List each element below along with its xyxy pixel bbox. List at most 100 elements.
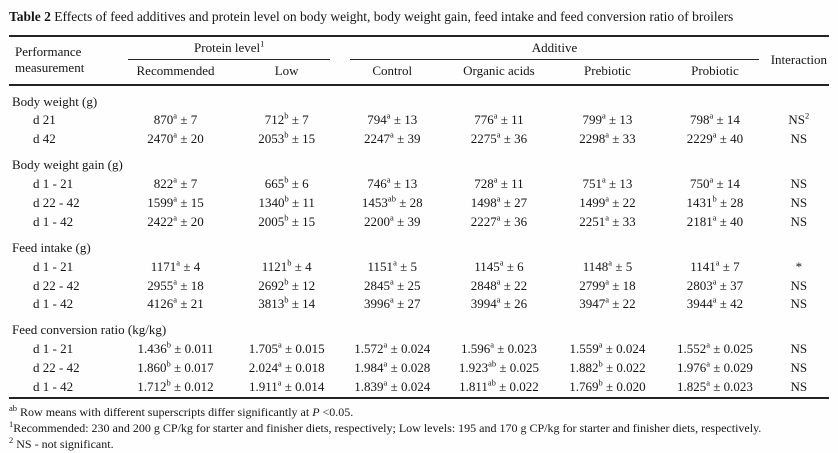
- standard-error: ± 36: [503, 213, 528, 229]
- section-row: Feed conversion ratio (kg/kg): [9, 314, 829, 340]
- standard-error: ± 0.024: [390, 341, 431, 357]
- standard-error: ± 6: [506, 258, 524, 274]
- significance-superscript: a: [493, 174, 498, 185]
- subcolumn-header-row: Recommended Low Control Organic acids Pr…: [9, 59, 829, 86]
- value-cell: 2229a ± 40: [661, 130, 768, 149]
- value-cell: 665b ± 6: [233, 175, 340, 194]
- standard-error: ± 5: [615, 258, 633, 274]
- significance-superscript: a: [712, 130, 717, 140]
- standard-error: ± 39: [397, 131, 421, 147]
- value-cell: 1.712b ± 0.012: [118, 378, 233, 398]
- footnote-superscript: ab: [9, 402, 18, 413]
- mean-value: 1.811: [459, 379, 488, 395]
- footnote-ns: 2 NS - not significant.: [9, 434, 829, 453]
- column-group-protein-level: Protein level1: [118, 36, 340, 60]
- value-cell: 3947a ± 22: [554, 295, 661, 314]
- value-cell: 3996a ± 27: [340, 295, 444, 314]
- significance-superscript: a: [173, 130, 178, 140]
- value-cell: 3813b ± 14: [233, 295, 340, 314]
- significance-superscript: a: [602, 111, 606, 122]
- significance-superscript: b: [284, 130, 289, 140]
- column-group-additive: Additive: [340, 36, 768, 60]
- value-cell: 2.024a ± 0.018: [233, 359, 340, 378]
- standard-error: ± 27: [397, 296, 421, 312]
- standard-error: ± 6: [291, 176, 309, 192]
- standard-error: ± 11: [500, 176, 524, 192]
- significance-superscript: ab: [387, 193, 396, 204]
- standard-error: ± 7: [722, 258, 740, 274]
- mean-value: 712: [264, 112, 285, 128]
- standard-error: ± 0.023: [497, 341, 537, 357]
- value-cell: 2251a ± 33: [554, 213, 661, 232]
- mean-value: 1.552: [676, 341, 707, 357]
- standard-error: ± 15: [180, 195, 204, 210]
- standard-error: ± 4: [183, 258, 201, 274]
- column-header-control: Control: [340, 59, 445, 86]
- value-cell: 1.705a ± 0.015: [233, 340, 340, 359]
- mean-value: 1145: [474, 258, 500, 274]
- interaction-cell: NS: [769, 378, 829, 398]
- value-cell: 2803a ± 37: [661, 277, 768, 296]
- value-cell: 2955a ± 18: [118, 277, 233, 296]
- significance-superscript: a: [173, 295, 178, 306]
- mean-value: 776: [474, 112, 494, 128]
- interaction-cell: NS2: [769, 111, 829, 130]
- standard-error: ± 22: [612, 296, 636, 312]
- section-label: Feed intake (g): [12, 239, 91, 255]
- footnote-superscript: 2: [9, 434, 14, 445]
- significance-superscript: a: [706, 358, 711, 369]
- standard-error: ± 15: [291, 131, 316, 147]
- row-label: d 22 - 42: [33, 195, 80, 210]
- mean-value: 2298: [579, 131, 606, 147]
- significance-superscript: a: [493, 111, 498, 122]
- significance-superscript: b: [712, 193, 717, 204]
- standard-error: ± 37: [719, 277, 744, 293]
- footnote-protein-levels: 1Recommended: 230 and 200 g CP/kg for st…: [9, 420, 829, 437]
- footnote-text: <0.05.: [319, 404, 354, 419]
- significance-superscript: b: [166, 358, 171, 369]
- table-row: d 1 - 21 1.436b ± 0.011 1.705a ± 0.015 1.57…: [9, 340, 829, 359]
- standard-error: ± 40: [719, 131, 744, 147]
- value-cell: 794a ± 13: [340, 111, 444, 130]
- mean-value: 2470: [147, 131, 174, 147]
- value-cell: 2422a ± 20: [118, 213, 233, 232]
- mean-value: 822: [153, 176, 174, 192]
- mean-value: 1.436: [137, 341, 167, 357]
- value-cell: 746a ± 13: [340, 175, 444, 194]
- significance-superscript: b: [166, 377, 171, 388]
- significance-superscript: a: [712, 295, 717, 306]
- footnote-significance: ab Row means with different superscripts…: [9, 402, 829, 421]
- value-cell: 1340b ± 11: [233, 194, 340, 213]
- section-label: Feed conversion ratio (kg/kg): [12, 322, 167, 338]
- interaction-value: NS: [788, 112, 806, 128]
- standard-error: ± 22: [612, 195, 636, 210]
- standard-error: ± 33: [612, 131, 636, 147]
- value-cell: 1.984a ± 0.028: [340, 359, 444, 378]
- standard-error: ± 14: [291, 296, 316, 312]
- table-caption: Table 2 Effects of feed additives and pr…: [9, 8, 829, 26]
- significance-superscript: a: [390, 130, 394, 140]
- significance-superscript: a: [715, 257, 720, 268]
- interaction-cell: NS: [769, 277, 829, 296]
- table-row: d 22 - 42 1.860b ± 0.017 2.024a ± 0.018 1.9…: [9, 359, 829, 378]
- standard-error: ± 0.012: [174, 379, 214, 395]
- additive-label: Additive: [531, 39, 578, 55]
- footnote-text: Recommended: 230 and 200 g CP/kg for sta…: [13, 420, 762, 435]
- significance-superscript: ab: [488, 358, 497, 369]
- significance-superscript: a: [608, 257, 613, 268]
- column-header-performance: Performance measurement: [9, 35, 119, 86]
- mean-value: 1599: [147, 195, 174, 210]
- mean-value: 2845: [364, 277, 391, 293]
- mean-value: 1498: [470, 195, 497, 210]
- significance-superscript: b: [287, 257, 292, 268]
- table-row: d 22 - 42 1599a ± 15 1340b ± 11 1453ab ± 28…: [9, 194, 829, 213]
- value-cell: 712b ± 7: [233, 111, 340, 130]
- value-cell: 1171a ± 4: [118, 258, 233, 277]
- standard-error: ± 20: [180, 131, 204, 147]
- column-header-prebiotic: Prebiotic: [553, 59, 662, 86]
- mean-value: 798: [689, 112, 710, 128]
- mean-value: 2422: [147, 213, 174, 229]
- significance-superscript: a: [496, 212, 501, 223]
- mean-value: 2229: [686, 131, 713, 147]
- standard-error: ± 27: [503, 195, 528, 210]
